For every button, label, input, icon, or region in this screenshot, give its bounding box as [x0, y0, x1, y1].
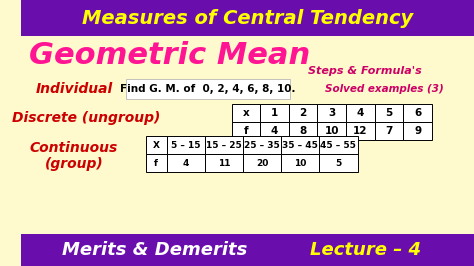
Text: Geometric Mean: Geometric Mean [29, 41, 310, 70]
Text: Solved examples (3): Solved examples (3) [325, 84, 444, 94]
Text: f: f [154, 159, 158, 168]
FancyBboxPatch shape [260, 122, 289, 140]
FancyBboxPatch shape [21, 36, 474, 234]
FancyBboxPatch shape [243, 154, 281, 172]
Text: 45 – 55: 45 – 55 [320, 140, 356, 149]
Text: Individual: Individual [36, 82, 113, 96]
FancyBboxPatch shape [346, 122, 375, 140]
FancyBboxPatch shape [318, 104, 346, 122]
Text: Find G. M. of  0, 2, 4, 6, 8, 10.: Find G. M. of 0, 2, 4, 6, 8, 10. [120, 84, 295, 94]
FancyBboxPatch shape [281, 154, 319, 172]
Text: 2: 2 [300, 108, 307, 118]
Text: Lecture – 4: Lecture – 4 [310, 241, 420, 259]
Text: 6: 6 [414, 108, 421, 118]
Text: 35 – 45: 35 – 45 [283, 140, 318, 149]
FancyBboxPatch shape [166, 154, 205, 172]
Text: 3: 3 [328, 108, 336, 118]
Text: 8: 8 [300, 126, 307, 136]
FancyBboxPatch shape [319, 154, 357, 172]
FancyBboxPatch shape [21, 234, 474, 266]
Text: 4: 4 [271, 126, 278, 136]
FancyBboxPatch shape [281, 136, 319, 154]
Text: Discrete (ungroup): Discrete (ungroup) [12, 111, 161, 125]
FancyBboxPatch shape [231, 104, 260, 122]
FancyBboxPatch shape [21, 0, 474, 36]
Text: 9: 9 [414, 126, 421, 136]
Text: 12: 12 [353, 126, 368, 136]
FancyBboxPatch shape [205, 136, 243, 154]
Text: 4: 4 [182, 159, 189, 168]
FancyBboxPatch shape [126, 79, 290, 99]
FancyBboxPatch shape [231, 122, 260, 140]
Text: x: x [243, 108, 249, 118]
Text: 5 – 15: 5 – 15 [171, 140, 201, 149]
FancyBboxPatch shape [146, 136, 166, 154]
FancyBboxPatch shape [260, 104, 289, 122]
FancyBboxPatch shape [319, 136, 357, 154]
Text: 1: 1 [271, 108, 278, 118]
FancyBboxPatch shape [289, 104, 318, 122]
Text: 10: 10 [294, 159, 306, 168]
Text: X: X [153, 140, 160, 149]
Text: Continuous
(group): Continuous (group) [30, 141, 118, 171]
Text: 5: 5 [335, 159, 342, 168]
FancyBboxPatch shape [375, 122, 403, 140]
FancyBboxPatch shape [243, 136, 281, 154]
Text: 20: 20 [256, 159, 268, 168]
Text: 7: 7 [385, 126, 393, 136]
Text: Measures of Central Tendency: Measures of Central Tendency [82, 9, 413, 27]
Text: 5: 5 [385, 108, 392, 118]
FancyBboxPatch shape [346, 104, 375, 122]
Text: 10: 10 [325, 126, 339, 136]
FancyBboxPatch shape [166, 136, 205, 154]
Text: f: f [244, 126, 248, 136]
FancyBboxPatch shape [318, 122, 346, 140]
FancyBboxPatch shape [403, 104, 432, 122]
Text: 15 – 25: 15 – 25 [206, 140, 242, 149]
Text: 11: 11 [218, 159, 230, 168]
FancyBboxPatch shape [146, 154, 166, 172]
FancyBboxPatch shape [289, 122, 318, 140]
Text: Merits & Demerits: Merits & Demerits [63, 241, 248, 259]
FancyBboxPatch shape [403, 122, 432, 140]
FancyBboxPatch shape [375, 104, 403, 122]
Text: Steps & Formula's: Steps & Formula's [308, 66, 422, 76]
Text: 25 – 35: 25 – 35 [244, 140, 280, 149]
FancyBboxPatch shape [205, 154, 243, 172]
Text: 4: 4 [357, 108, 364, 118]
